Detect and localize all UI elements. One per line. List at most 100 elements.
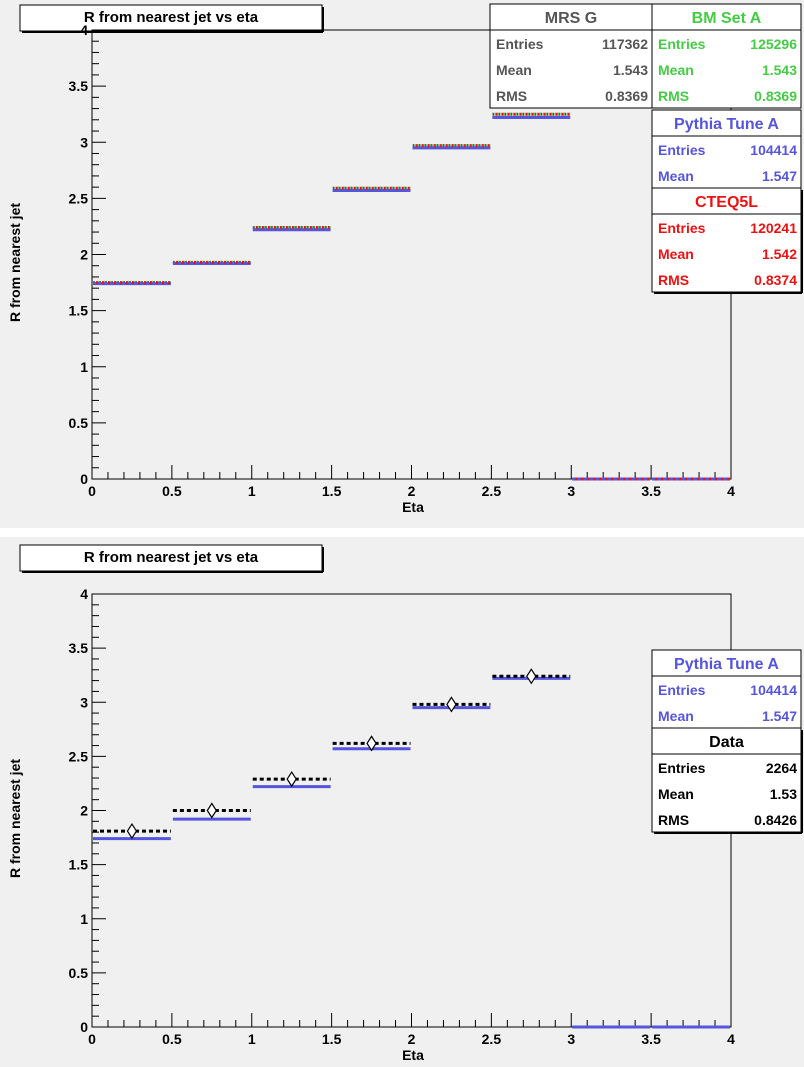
data-marker (126, 822, 138, 840)
stats-value-mean: 1.543 (762, 62, 797, 78)
x-tick-label: 2 (408, 483, 416, 499)
stats-label-mean: Mean (496, 62, 532, 78)
chart-panel-top: R from nearest jet vs eta 0 0.5 1 1.5 2 2.5 3 3.… (0, 0, 804, 528)
chart-bottom: R from nearest jet vs eta 0 0.5 1 1.5 2 2.5 3 3.… (7, 544, 803, 1063)
y-tick-label: 1 (80, 911, 88, 927)
stats-value-rms: 0.8426 (754, 812, 797, 828)
stats-label-rms: RMS (658, 88, 689, 104)
y-tick-label: 1 (80, 359, 88, 375)
y-tick-label: 0 (80, 471, 88, 487)
data-marker (446, 696, 457, 713)
x-tick-label: 1 (248, 1031, 256, 1047)
stats-label-mean: Mean (658, 246, 694, 262)
x-tick-label: 0 (88, 1031, 96, 1047)
stats-value-entries: 104414 (750, 142, 797, 158)
data-marker (206, 802, 218, 819)
stats-value-mean: 1.547 (762, 168, 797, 184)
stats-name: MRS G (545, 10, 597, 27)
x-tick-label: 3.5 (641, 1031, 661, 1047)
stats-value-entries: 120241 (750, 220, 797, 236)
stats-box-frame (489, 3, 653, 109)
stats-value-rms: 0.8369 (605, 88, 648, 104)
stats-label-mean: Mean (658, 786, 694, 802)
stats-value-entries: 125296 (750, 36, 797, 52)
stats-label-entries: Entries (658, 682, 706, 698)
y-tick-label: 3 (80, 134, 88, 150)
x-tick-label: 1.5 (322, 1031, 342, 1047)
y-tick-label: 2.5 (69, 190, 89, 206)
stats-value-mean: 1.542 (762, 246, 797, 262)
stats-label-entries: Entries (658, 36, 706, 52)
y-tick-label: 2 (80, 247, 88, 263)
stats-label-mean: Mean (658, 168, 694, 184)
x-tick-label: 3.5 (641, 483, 661, 499)
stats-name: Pythia Tune A (674, 656, 779, 673)
stats-label-rms: RMS (496, 88, 527, 104)
stats-value-mean: 1.543 (613, 62, 648, 78)
y-tick-label: 4 (80, 22, 88, 38)
y-axis-label: R from nearest jet (7, 203, 23, 322)
stats-value-rms: 0.8369 (754, 88, 797, 104)
y-tick-label: 0 (80, 1019, 88, 1035)
x-tick-label: 3 (567, 1031, 575, 1047)
chart-title: R from nearest jet vs eta (84, 549, 259, 566)
data-marker (286, 770, 297, 788)
stats-label-entries: Entries (496, 36, 544, 52)
y-tick-label: 2 (80, 803, 88, 819)
data-marker (526, 668, 537, 685)
stats-value-mean: 1.547 (762, 708, 797, 724)
data-marker (366, 735, 377, 752)
y-tick-label: 3.5 (69, 78, 89, 94)
stats-value-mean: 1.53 (770, 786, 797, 802)
x-tick-label: 2.5 (482, 483, 502, 499)
stats-box: CTEQ5L Entries 120241 Mean 1.542 RMS 0.8374 (651, 187, 803, 294)
stats-label-rms: RMS (658, 812, 689, 828)
stats-name: Pythia Tune A (674, 116, 779, 133)
stats-box: BM Set A Entries 125296 Mean 1.543 RMS 0.8369 (651, 3, 802, 109)
stats-name: Data (709, 734, 744, 751)
stats-label-entries: Entries (658, 220, 706, 236)
stats-label-entries: Entries (658, 760, 706, 776)
stats-label-mean: Mean (658, 708, 694, 724)
stats-box-frame (651, 727, 802, 833)
y-tick-label: 3 (80, 694, 88, 710)
y-axis-label: R from nearest jet (7, 759, 23, 878)
title-box (19, 544, 323, 572)
chart-title: R from nearest jet vs eta (84, 9, 259, 26)
x-tick-label: 4 (727, 1031, 735, 1047)
stats-value-entries: 104414 (750, 682, 797, 698)
stats-box-frame (651, 187, 802, 293)
x-axis-label: Eta (402, 499, 424, 515)
title-box (19, 4, 323, 32)
x-axis-label: Eta (402, 1047, 424, 1063)
stats-name: CTEQ5L (695, 194, 758, 211)
stats-box-frame (651, 3, 802, 109)
stats-label-mean: Mean (658, 62, 694, 78)
x-tick-label: 1.5 (322, 483, 342, 499)
x-tick-label: 2 (408, 1031, 416, 1047)
y-tick-label: 2.5 (69, 748, 89, 764)
chart-top: R from nearest jet vs eta 0 0.5 1 1.5 2 2.5 3 3.… (7, 3, 803, 515)
x-tick-label: 4 (727, 483, 735, 499)
stats-label-rms: RMS (658, 272, 689, 288)
chart-panel-bottom: R from nearest jet vs eta 0 0.5 1 1.5 2 2.5 3 3.… (0, 537, 804, 1067)
y-tick-label: 0.5 (69, 415, 89, 431)
x-tick-label: 1 (248, 483, 256, 499)
x-tick-label: 3 (567, 483, 575, 499)
x-tick-label: 2.5 (482, 1031, 502, 1047)
y-tick-label: 4 (80, 586, 88, 602)
y-tick-label: 1.5 (69, 303, 89, 319)
x-tick-label: 0.5 (162, 483, 182, 499)
stats-value-entries: 117362 (602, 36, 648, 52)
y-tick-label: 1.5 (69, 857, 89, 873)
y-tick-label: 3.5 (69, 640, 89, 656)
y-tick-label: 0.5 (69, 965, 89, 981)
stats-value-entries: 2264 (766, 760, 797, 776)
stats-name: BM Set A (692, 10, 762, 27)
stats-value-rms: 0.8374 (754, 272, 797, 288)
x-tick-label: 0 (88, 483, 96, 499)
stats-label-entries: Entries (658, 142, 706, 158)
x-tick-label: 0.5 (162, 1031, 182, 1047)
